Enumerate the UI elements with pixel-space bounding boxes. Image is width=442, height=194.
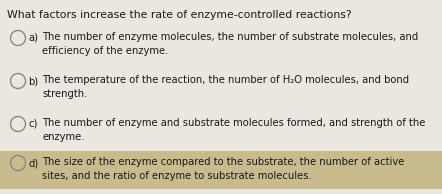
Text: The number of enzyme molecules, the number of substrate molecules, and: The number of enzyme molecules, the numb…: [42, 32, 419, 42]
Text: sites, and the ratio of enzyme to substrate molecules.: sites, and the ratio of enzyme to substr…: [42, 171, 312, 181]
Text: strength.: strength.: [42, 89, 88, 99]
Text: efficiency of the enzyme.: efficiency of the enzyme.: [42, 46, 169, 56]
Bar: [0, 151, 442, 189]
Text: What factors increase the rate of enzyme-controlled reactions?: What factors increase the rate of enzyme…: [7, 10, 352, 20]
Text: c): c): [28, 119, 38, 129]
Text: a): a): [28, 33, 38, 43]
Text: The number of enzyme and substrate molecules formed, and strength of the: The number of enzyme and substrate molec…: [42, 118, 426, 128]
Text: enzyme.: enzyme.: [42, 132, 85, 142]
Text: d): d): [28, 158, 39, 168]
Text: The size of the enzyme compared to the substrate, the number of active: The size of the enzyme compared to the s…: [42, 157, 405, 167]
Text: The temperature of the reaction, the number of H₂O molecules, and bond: The temperature of the reaction, the num…: [42, 75, 410, 85]
Text: b): b): [28, 76, 38, 86]
